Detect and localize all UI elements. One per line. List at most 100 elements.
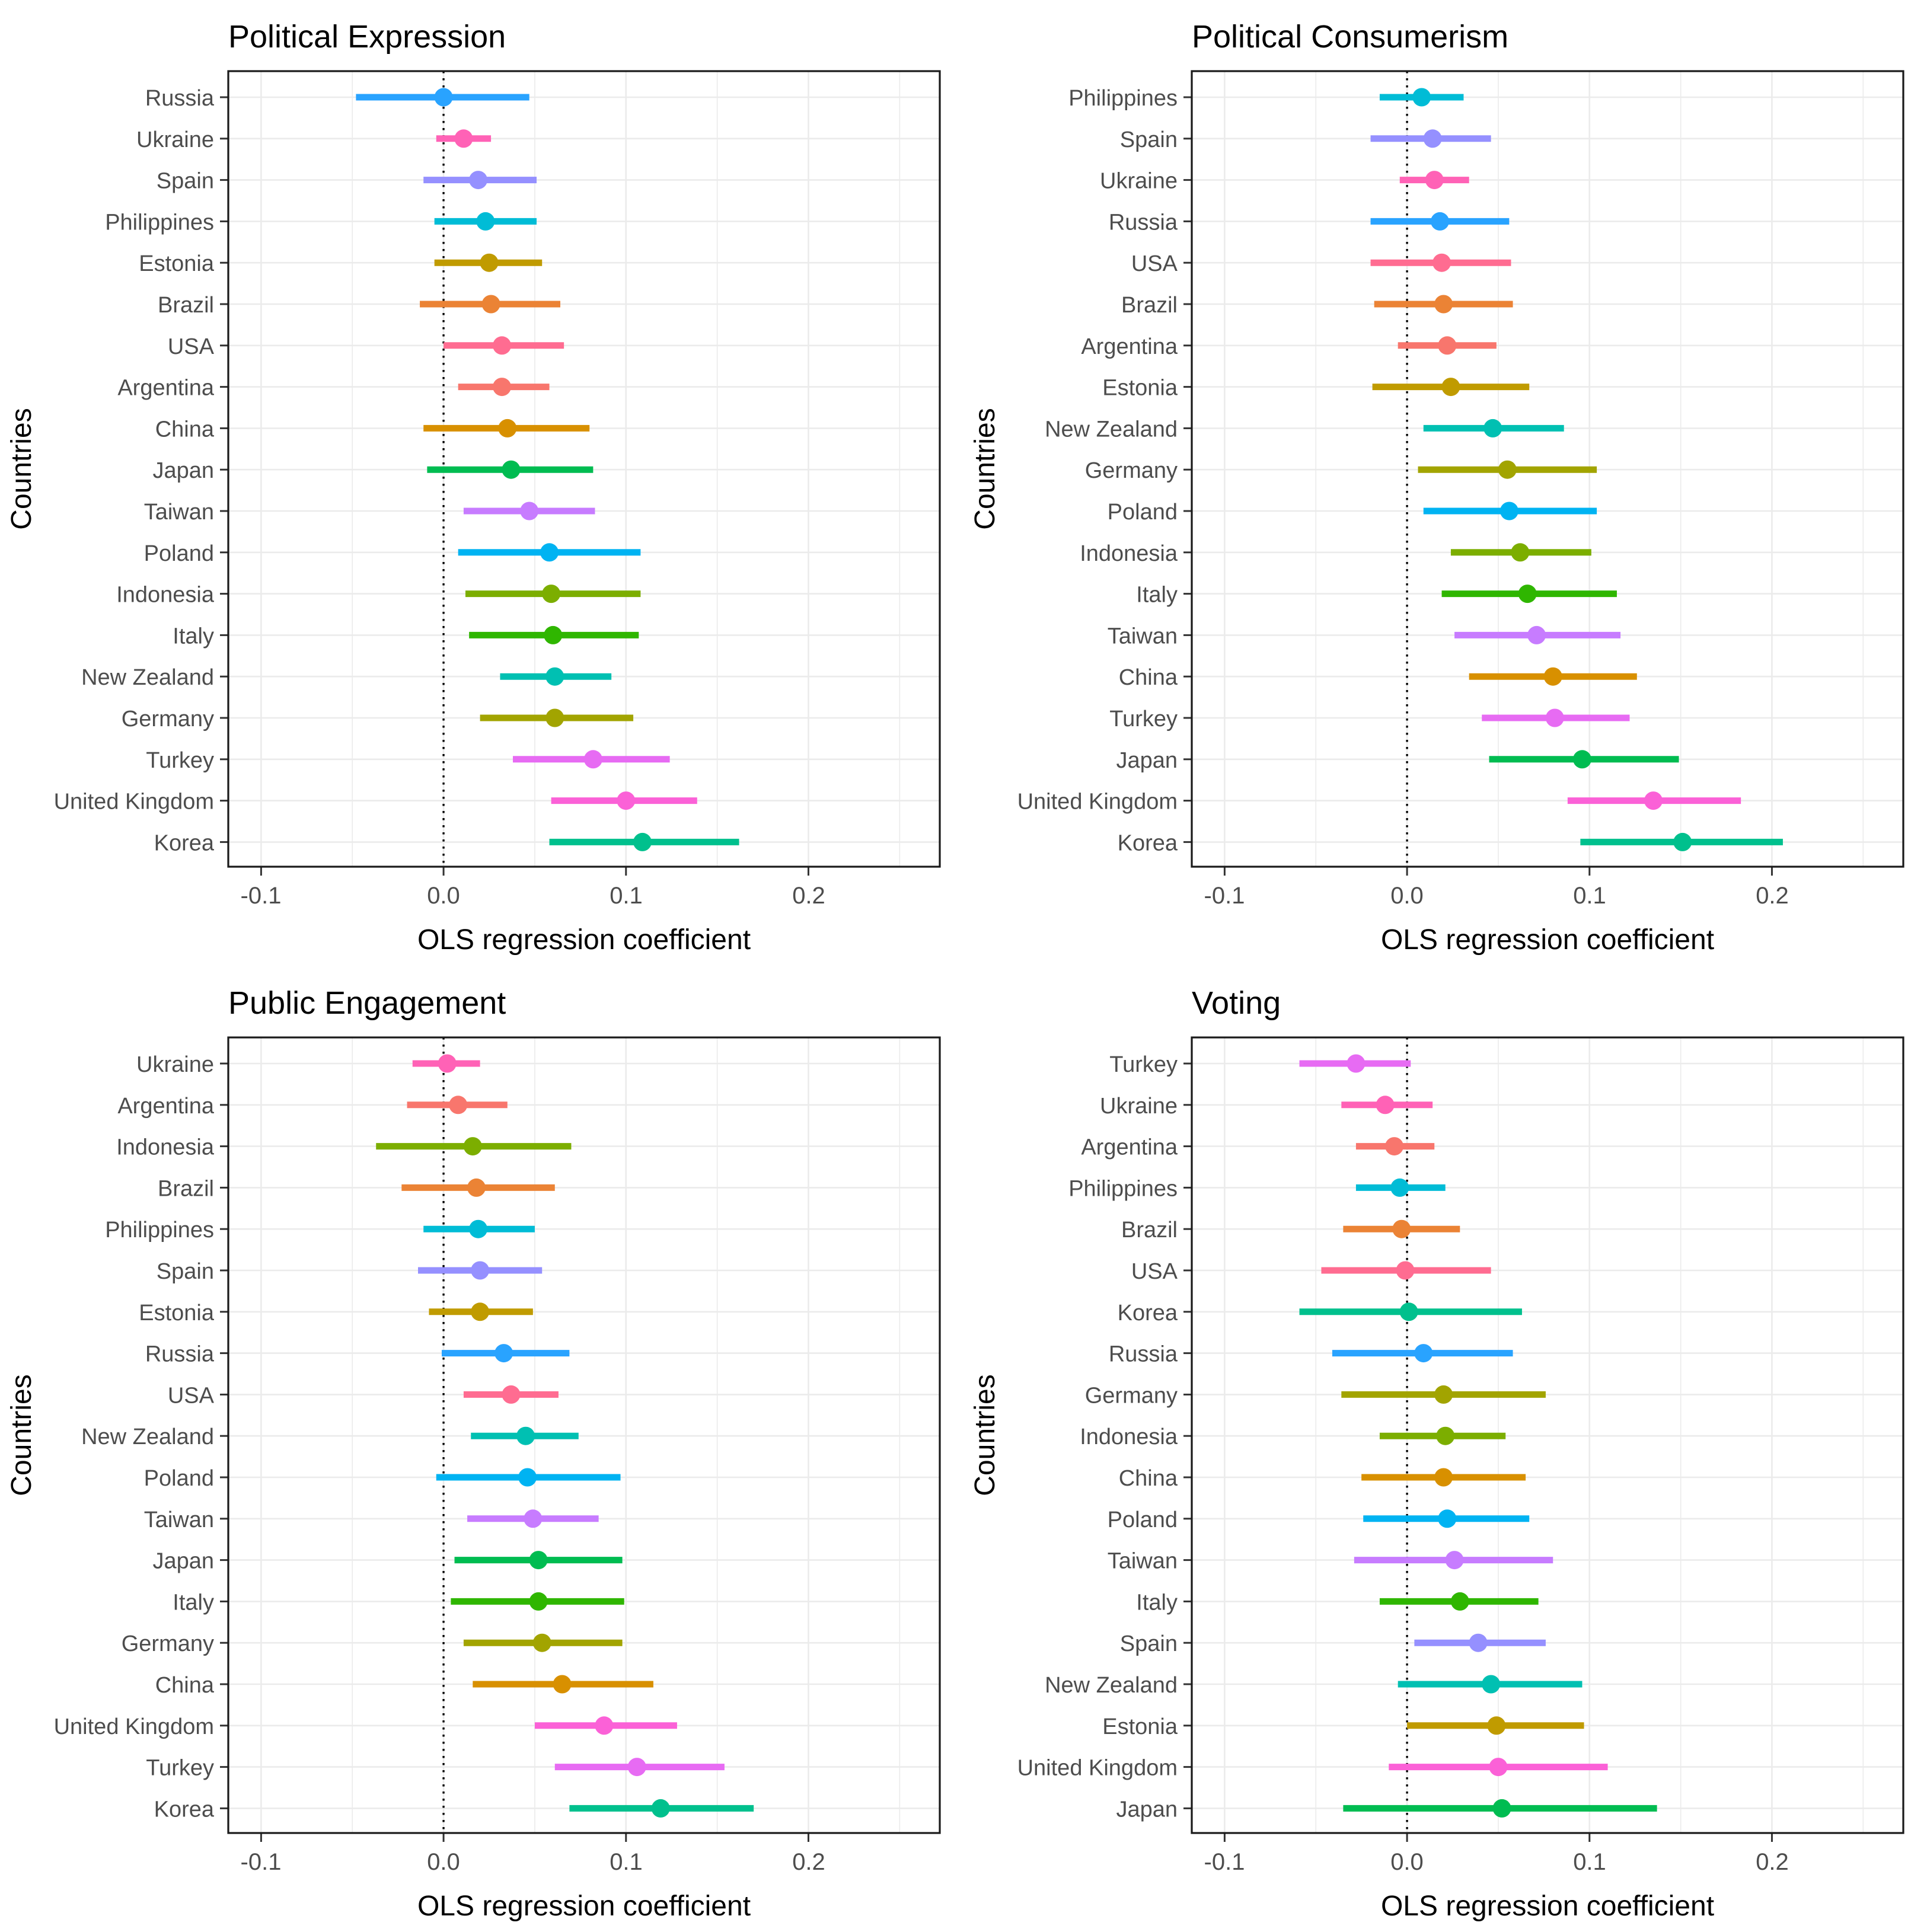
country-label-new-zealand: New Zealand: [1045, 1673, 1178, 1698]
pointrange-germany: [480, 708, 634, 727]
estimate-point-ukraine: [454, 129, 473, 148]
estimate-point-estonia: [1487, 1716, 1506, 1735]
country-label-spain: Spain: [1120, 127, 1178, 152]
estimate-point-usa: [493, 336, 512, 355]
pointrange-argentina: [1355, 1137, 1435, 1156]
panel-title: Political Consumerism: [1192, 19, 1508, 55]
pointrange-korea: [569, 1799, 754, 1818]
estimate-point-turkey: [1545, 708, 1564, 727]
plot-area: Ukraine Argentina Indonesia Brazil Philippin…: [54, 1036, 941, 1842]
panel-border: [1191, 1036, 1904, 1834]
pointrange-estonia: [1372, 378, 1530, 397]
country-label-usa: USA: [1131, 251, 1178, 276]
pointrange-united-kingdom: [551, 791, 697, 810]
estimate-point-philippines: [476, 212, 495, 231]
pointrange-philippines: [423, 1219, 535, 1238]
x-tick-label: 0.2: [1756, 1849, 1789, 1875]
pointrange-taiwan: [1354, 1551, 1553, 1570]
country-label-poland: Poland: [1108, 500, 1178, 525]
x-axis-title: OLS regression coefficient: [417, 924, 751, 956]
country-label-argentina: Argentina: [1081, 1135, 1178, 1160]
pointrange-italy: [1379, 1592, 1539, 1611]
estimate-point-japan: [502, 460, 521, 479]
panel-voting: Turkey Ukraine Argentina Philippines Brazil U…: [963, 966, 1927, 1932]
country-label-new-zealand: New Zealand: [81, 665, 214, 690]
estimate-point-philippines: [1412, 88, 1431, 107]
country-label-ukraine: Ukraine: [1100, 169, 1178, 194]
country-label-china: China: [1119, 665, 1178, 690]
pointrange-japan: [454, 1551, 623, 1570]
pointrange-italy: [451, 1592, 624, 1611]
estimate-point-russia: [1430, 212, 1449, 231]
estimate-point-new-zealand: [545, 667, 564, 686]
x-tick-label: 0.2: [792, 1849, 825, 1875]
country-label-philippines: Philippines: [105, 1218, 214, 1243]
y-axis-title: Countries: [969, 1374, 1001, 1496]
country-label-japan: Japan: [1116, 748, 1178, 773]
estimate-point-new-zealand: [1483, 419, 1502, 438]
gridlines-vertical-minor: [1315, 71, 1864, 867]
estimate-point-philippines: [1390, 1178, 1409, 1197]
country-label-italy: Italy: [173, 1590, 214, 1615]
x-tick-label: 0.0: [427, 1849, 460, 1875]
country-label-poland: Poland: [144, 1466, 214, 1491]
country-label-philippines: Philippines: [105, 210, 214, 235]
estimate-point-argentina: [1385, 1137, 1404, 1156]
estimate-point-taiwan: [1527, 625, 1546, 644]
estimate-point-ukraine: [1425, 171, 1444, 190]
country-label-russia: Russia: [1109, 210, 1178, 235]
pointrange-united-kingdom: [1567, 791, 1741, 810]
country-label-united-kingdom: United Kingdom: [1017, 790, 1178, 815]
pointrange-spain: [1414, 1633, 1546, 1652]
estimate-point-turkey: [1347, 1054, 1366, 1073]
country-label-united-kingdom: United Kingdom: [1017, 1756, 1178, 1781]
country-label-estonia: Estonia: [139, 1301, 215, 1326]
estimate-point-usa: [1433, 253, 1451, 272]
panel-title: Political Expression: [228, 19, 506, 55]
pointrange-turkey: [1482, 708, 1630, 727]
estimate-point-spain: [471, 1261, 490, 1280]
estimate-point-philippines: [469, 1219, 488, 1238]
estimate-point-indonesia: [463, 1137, 482, 1156]
country-label-argentina: Argentina: [1081, 334, 1178, 359]
x-tick-label: -0.1: [1204, 1849, 1245, 1875]
estimate-point-spain: [1469, 1633, 1488, 1652]
country-label-new-zealand: New Zealand: [81, 1425, 214, 1449]
panel-svg-political-consumerism: Philippines Spain Ukraine Russia USA Brazil Ar…: [969, 19, 1904, 956]
country-label-spain: Spain: [157, 169, 214, 194]
pointrange-usa: [1321, 1261, 1491, 1280]
estimate-point-brazil: [467, 1178, 486, 1197]
y-axis-title: Countries: [969, 408, 1001, 529]
pointrange-spain: [423, 171, 537, 190]
x-tick-label: -0.1: [1204, 883, 1245, 909]
pointrange-philippines: [1355, 1178, 1446, 1197]
country-label-japan: Japan: [152, 1549, 214, 1574]
pointrange-japan: [427, 460, 594, 479]
x-axis-title: OLS regression coefficient: [1381, 1891, 1714, 1922]
estimate-point-indonesia: [1436, 1426, 1455, 1445]
pointrange-russia: [1332, 1344, 1513, 1363]
country-label-usa: USA: [1131, 1259, 1178, 1284]
estimate-point-china: [1543, 667, 1562, 686]
pointrange-russia: [442, 1344, 570, 1363]
x-axis-title: OLS regression coefficient: [1381, 924, 1714, 956]
country-label-spain: Spain: [157, 1259, 214, 1284]
pointrange-spain: [1370, 129, 1491, 148]
estimate-point-estonia: [471, 1302, 490, 1321]
country-label-spain: Spain: [1120, 1631, 1178, 1656]
panel-svg-political-expression: Russia Ukraine Spain Philippines Estonia Braz…: [6, 19, 941, 956]
country-label-turkey: Turkey: [1109, 707, 1178, 732]
estimate-point-brazil: [1434, 295, 1453, 314]
pointrange-ukraine: [1399, 171, 1469, 190]
x-tick-label: 0.1: [610, 883, 643, 909]
pointrange-estonia: [434, 253, 543, 272]
estimate-point-germany: [545, 708, 564, 727]
x-tick-label: 0.2: [1756, 883, 1789, 909]
country-label-germany: Germany: [122, 707, 214, 732]
pointrange-poland: [1423, 502, 1597, 520]
country-label-turkey: Turkey: [146, 748, 214, 773]
pointrange-ukraine: [436, 129, 492, 148]
pointrange-china: [423, 419, 590, 438]
estimate-point-spain: [1423, 129, 1442, 148]
country-label-poland: Poland: [1108, 1508, 1178, 1532]
